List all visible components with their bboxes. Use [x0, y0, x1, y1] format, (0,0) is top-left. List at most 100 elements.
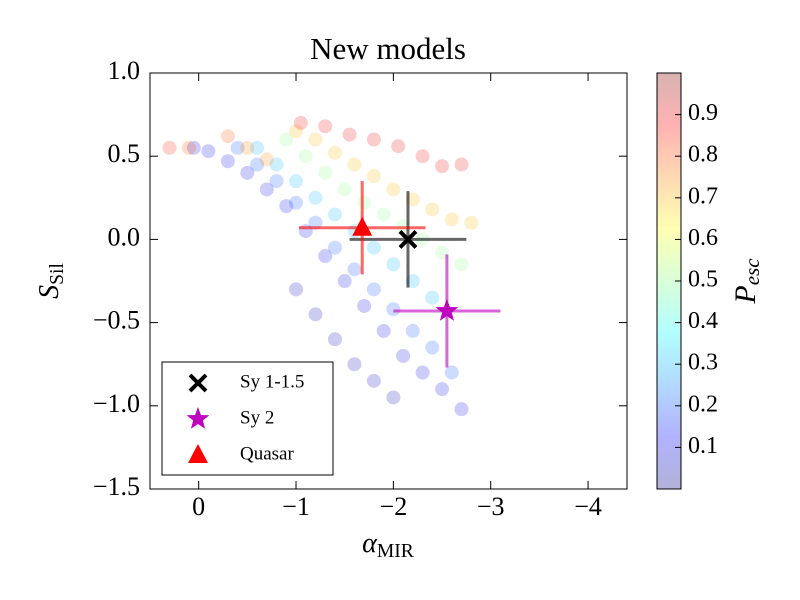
model-point	[366, 169, 381, 184]
model-point	[259, 152, 274, 167]
model-point	[386, 257, 401, 272]
model-point	[327, 145, 342, 160]
model-point	[308, 132, 323, 147]
y-tick-label: −0.5	[93, 306, 140, 335]
model-point	[454, 402, 469, 417]
marker-x	[398, 229, 418, 249]
model-point	[318, 119, 333, 134]
model-point	[415, 149, 430, 164]
model-point	[186, 140, 201, 155]
colorbar-tick-label: 0.2	[688, 391, 718, 417]
model-point	[435, 382, 450, 397]
model-point	[425, 340, 440, 355]
model-point	[342, 127, 357, 142]
model-point	[298, 149, 313, 164]
model-point	[220, 129, 235, 144]
model-point	[366, 282, 381, 297]
model-point	[347, 357, 362, 372]
model-point	[347, 262, 362, 277]
legend-marker	[188, 444, 208, 463]
colorbar-tick-label: 0.9	[688, 100, 718, 126]
model-point	[464, 215, 479, 230]
model-point	[425, 202, 440, 217]
x-axis-label: αMIR	[362, 528, 415, 561]
colorbar-tick-label: 0.6	[688, 225, 718, 251]
colorbar-label: Pesc	[729, 258, 764, 305]
model-point	[162, 140, 177, 155]
model-point	[357, 195, 372, 210]
model-point	[396, 348, 411, 363]
model-point	[425, 290, 440, 305]
x-tick-label: −1	[282, 492, 310, 521]
x-tick-label: −2	[380, 492, 408, 521]
model-point	[269, 157, 284, 172]
colorbar-tick-label: 0.8	[688, 142, 718, 168]
model-point	[391, 139, 406, 154]
model-point	[454, 257, 469, 272]
model-point	[308, 190, 323, 205]
model-point	[289, 174, 304, 189]
model-point	[337, 274, 352, 288]
model-point	[289, 124, 304, 139]
legend-label: Sy 2	[240, 407, 274, 428]
legend-marker	[186, 407, 210, 429]
x-tick-label: −3	[477, 492, 505, 521]
model-point	[220, 154, 235, 169]
marker-triangle	[352, 216, 373, 236]
model-point	[386, 390, 401, 405]
y-tick-label: 0.0	[108, 222, 141, 251]
model-point	[347, 157, 362, 172]
colorbar-tick-label: 0.5	[688, 267, 718, 293]
model-point	[308, 307, 323, 322]
model-point	[444, 212, 459, 227]
legend-box	[161, 361, 334, 476]
model-point	[386, 182, 401, 197]
model-point	[201, 144, 216, 159]
y-tick-label: 1.0	[108, 56, 141, 85]
model-point	[318, 165, 333, 180]
model-point	[327, 240, 342, 255]
legend-marker	[188, 373, 208, 393]
model-point	[240, 140, 255, 155]
model-point	[366, 132, 381, 147]
x-tick-label: −4	[574, 492, 602, 521]
colorbar-tick-label: 0.7	[688, 183, 718, 209]
colorbar-tick-label: 0.4	[688, 308, 718, 334]
model-point	[293, 115, 308, 130]
model-point	[444, 365, 459, 380]
y-tick-label: 0.5	[108, 139, 141, 168]
model-point	[327, 207, 342, 222]
model-point	[269, 174, 284, 189]
legend: Sy 1-1.5 Sy 2 Quasar	[161, 361, 334, 476]
model-point	[415, 365, 430, 380]
marker-star	[435, 299, 459, 321]
model-point	[327, 332, 342, 347]
model-point	[318, 249, 333, 264]
model-point	[250, 157, 265, 172]
model-point	[376, 323, 391, 338]
model-point	[279, 199, 294, 214]
model-point	[289, 282, 304, 297]
model-point	[366, 240, 381, 255]
model-point	[405, 323, 420, 338]
model-point	[376, 207, 391, 222]
model-point	[259, 182, 274, 197]
chart-title: New models	[310, 31, 466, 66]
colorbar-tick-label: 0.1	[688, 433, 718, 459]
model-point	[250, 140, 265, 155]
model-point	[240, 165, 255, 180]
model-point	[366, 373, 381, 388]
model-point	[289, 195, 304, 210]
y-tick-label: −1.0	[93, 389, 140, 418]
model-point	[386, 302, 401, 317]
model-point	[279, 132, 294, 147]
model-point	[435, 159, 450, 174]
colorbar-tick-label: 0.3	[688, 350, 718, 376]
y-tick-label: −1.5	[93, 472, 140, 501]
x-tick-label: 0	[192, 492, 205, 521]
model-point	[230, 140, 245, 155]
y-axis-label: SSil	[34, 263, 67, 299]
model-point	[181, 140, 196, 155]
model-point	[337, 182, 352, 197]
